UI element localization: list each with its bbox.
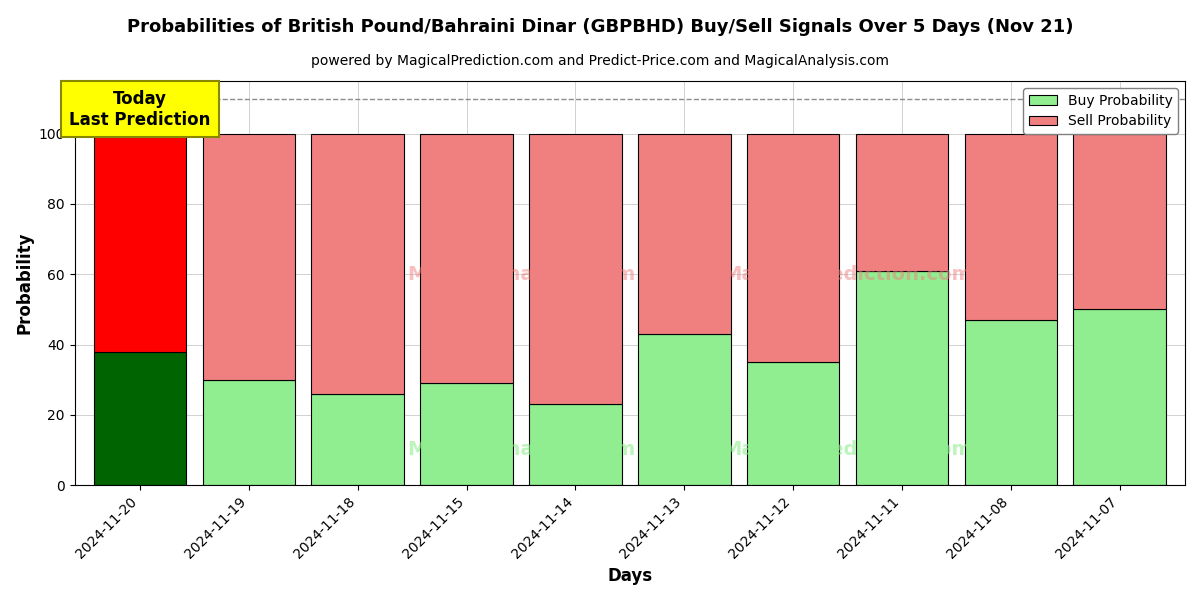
Bar	[312, 394, 404, 485]
Text: Today
Last Prediction: Today Last Prediction	[70, 90, 211, 128]
Text: MagicalAnalysis.com: MagicalAnalysis.com	[407, 265, 635, 284]
Bar	[94, 134, 186, 352]
Bar	[529, 404, 622, 485]
Bar	[312, 134, 404, 394]
Bar	[203, 134, 295, 380]
X-axis label: Days: Days	[607, 567, 653, 585]
Text: MagicalAnalysis.com: MagicalAnalysis.com	[407, 440, 635, 460]
Text: Probabilities of British Pound/Bahraini Dinar (GBPBHD) Buy/Sell Signals Over 5 D: Probabilities of British Pound/Bahraini …	[127, 18, 1073, 36]
Bar	[1074, 310, 1166, 485]
Bar	[420, 383, 512, 485]
Bar	[94, 352, 186, 485]
Bar	[420, 134, 512, 383]
Bar	[1074, 134, 1166, 310]
Bar	[638, 134, 731, 334]
Bar	[965, 320, 1057, 485]
Bar	[746, 134, 839, 362]
Bar	[856, 134, 948, 271]
Bar	[965, 134, 1057, 320]
Y-axis label: Probability: Probability	[16, 232, 34, 334]
Text: powered by MagicalPrediction.com and Predict-Price.com and MagicalAnalysis.com: powered by MagicalPrediction.com and Pre…	[311, 54, 889, 68]
Bar	[856, 271, 948, 485]
Text: MagicalPrediction.com: MagicalPrediction.com	[722, 440, 972, 460]
Legend: Buy Probability, Sell Probability: Buy Probability, Sell Probability	[1024, 88, 1178, 134]
Text: MagicalPrediction.com: MagicalPrediction.com	[722, 265, 972, 284]
Bar	[203, 380, 295, 485]
Bar	[529, 134, 622, 404]
Bar	[638, 334, 731, 485]
Bar	[746, 362, 839, 485]
Text: n: n	[1134, 265, 1148, 284]
